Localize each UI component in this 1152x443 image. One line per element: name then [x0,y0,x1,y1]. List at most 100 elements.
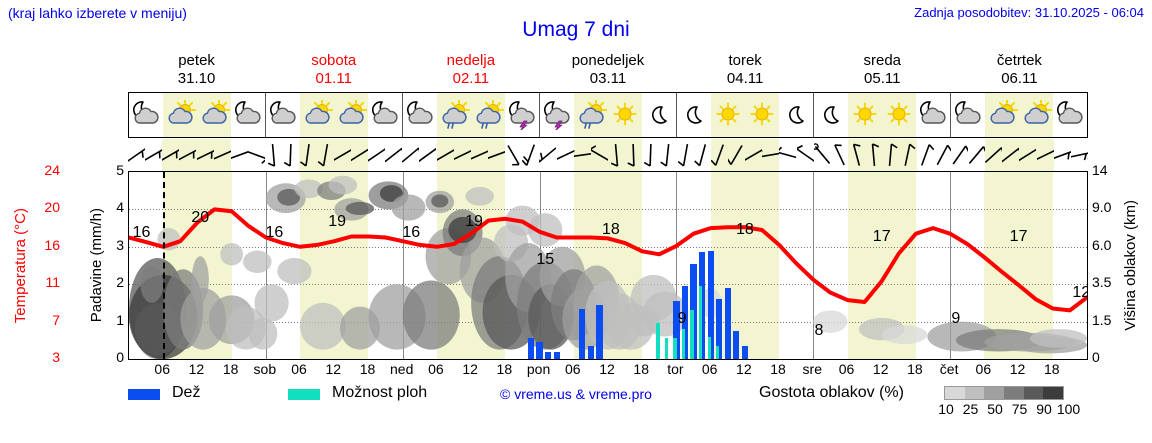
temperature-value-label: 19 [328,213,347,231]
temperature-value-label: 17 [1009,228,1028,246]
wind-day-2 [402,139,539,171]
cloud-density-swatch-75 [1004,387,1024,399]
wind-barb [659,139,676,171]
icon-day-3 [540,93,677,137]
showers-bar [716,345,720,359]
wind-barb [213,139,231,171]
day-date: 03.11 [589,70,627,87]
day-date: 31.10 [177,70,216,87]
temperature-value-label: 17 [872,228,891,246]
temperature-value-label: 9 [677,310,687,328]
x-tick: tor [667,361,684,377]
rain-bar [673,301,680,359]
axis-tick: 1 [116,311,124,328]
rain-legend-swatch [128,389,160,400]
x-tick: čet [939,361,959,377]
rain-bar [733,330,740,359]
day-date: 01.11 [315,70,352,87]
wind-barb [247,139,265,171]
day-separator [950,172,952,359]
gridline [129,359,1087,360]
day-name: torek [728,52,762,69]
x-tick: 12 [599,361,615,377]
temperature-curve [129,207,1087,313]
page-title: Umag 7 dni [522,18,630,41]
x-tick: ned [390,361,414,377]
axis-tick: 14 [1092,162,1108,178]
sun-cloud-icon [334,93,368,137]
wind-barb [813,139,831,171]
day-header-6: četrtek 06.11 [951,52,1088,90]
location-hint: (kraj lahko izberete v meniju) [8,5,187,21]
temperature-value-label: 9 [951,310,961,328]
axis-tick: 3 [52,349,60,365]
sun-cloud-rain-icon [437,93,471,137]
cloud-density-step-label: 90 [1036,401,1052,417]
x-tick: 18 [633,361,649,377]
cloud-density-step-label: 10 [938,401,954,417]
wind-barb [1019,139,1037,171]
sun-icon [848,93,882,137]
showers-legend-swatch [288,389,320,400]
temperature-value-label: 16 [265,224,284,242]
showers-bar [656,323,660,359]
axis-tick: 6.0 [1092,236,1112,253]
wind-barb [179,139,197,171]
temperature-value-label: 15 [536,250,555,268]
wind-barb [162,139,180,171]
moon-icon [677,93,711,137]
temperature-tick-labels: 24 20 16 11 7 3 [34,162,60,365]
gridline [129,209,1087,211]
wind-barb [333,139,351,171]
day-date: 04.11 [726,70,764,87]
wind-barb [847,139,866,171]
precipitation-tick-labels: 5 4 3 2 1 0 [104,162,124,365]
wind-barb [265,139,282,171]
axis-tick: 4 [116,199,124,216]
moon-cloud-icon [368,93,402,137]
showers-bar [673,338,677,359]
temperature-value-label: 16 [402,224,421,242]
icon-day-2 [403,93,540,137]
wind-barb [745,139,763,171]
cloud-density-legend-title: Gostota oblakov (%) [759,384,904,401]
temperature-axis-title: Temperatura (°C) [11,207,29,324]
wind-barb [831,139,848,171]
temperature-value-label: 12 [1072,284,1087,302]
x-axis-tick-labels: 06 12 18 sob 06 12 18 ned 06 12 18 pon 06 12 18 tor 06 12… [128,361,1088,379]
rain-bar [724,287,731,359]
wind-barb [556,139,574,171]
wind-barb [951,139,968,171]
icon-day-5 [814,93,951,137]
cloud-density-ramp-labels: 10 25 50 75 90 100 [934,401,1080,419]
cloud-density-swatch-90 [1023,387,1044,399]
sun-cloud-rain-icon [574,93,608,137]
sun-cloud-icon [163,93,197,137]
moon-cloud-storm-icon [505,93,539,137]
wind-barb [539,139,557,171]
sun-cloud-icon [985,93,1019,137]
moon-cloud-icon [231,93,265,137]
wind-barb [505,139,522,171]
moon-cloud-icon [1053,93,1087,137]
wind-barb [779,139,797,171]
wind-barb [590,139,608,171]
weather-icon-strip [128,92,1088,138]
moon-cloud-icon [129,93,163,137]
x-tick: 12 [736,361,752,377]
day-name: sobota [311,52,357,69]
rain-bar [587,345,595,359]
day-name: petek [178,52,215,69]
day-header-4: torek 04.11 [677,52,814,90]
wind-barb [487,139,506,171]
moon-icon [779,93,813,137]
showers-bar [664,338,669,359]
weather-chart[interactable]: 16 20 16 19 16 19 15 18 9 18 8 17 9 17 12 [128,171,1088,360]
copyright-link[interactable]: © vreme.us & vreme.pro [500,386,652,402]
sun-icon [608,93,642,137]
x-tick: 18 [496,361,513,377]
rain-bar [596,304,603,359]
day-header-2: nedelja 02.11 [402,52,539,90]
axis-tick: 16 [44,236,60,253]
axis-tick: 1.5 [1092,311,1112,328]
